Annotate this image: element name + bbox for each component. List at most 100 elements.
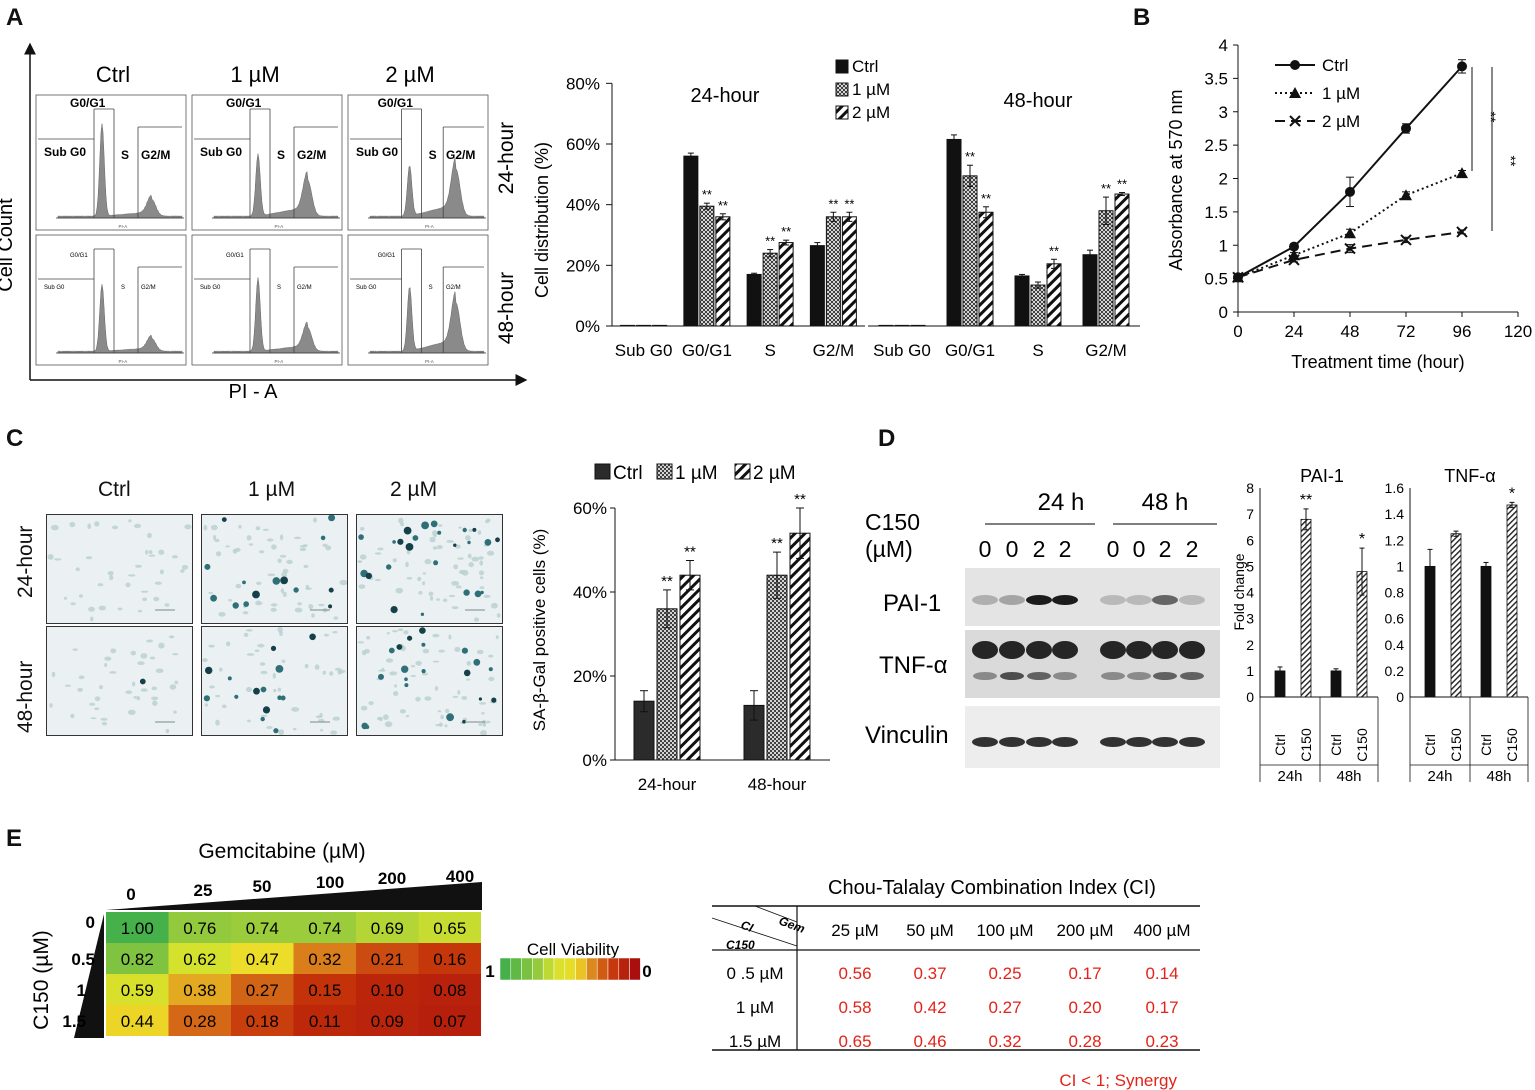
ci-corner-gem: Gem [777,914,807,936]
micro-cell [454,646,461,653]
micro-cell [424,558,432,565]
heatmap-cell-value: 0.27 [246,981,279,1000]
ci-table-value: 0.23 [1145,1032,1178,1051]
micro-cell [140,653,148,659]
blot-time-48h: 48 h [1142,489,1189,516]
blot-band-tnfa-upper [1126,641,1152,659]
chartA-ytick: 20% [566,256,600,275]
chartB-point [1344,227,1356,239]
micro-cell [477,530,482,535]
micro-cell [277,558,282,564]
micro-cell [461,569,469,576]
micro-cell [133,523,142,529]
blot-band-tnfa-upper [1152,641,1178,659]
heatmap-cell [106,912,169,943]
micro-cell [393,691,399,696]
micro-cell [496,613,501,618]
micro-cell [278,729,285,735]
micro-cell [147,532,152,539]
heatmap-legend-swatch [607,957,620,981]
micro-cell [322,543,328,547]
micro-stained-cell [463,589,470,596]
heatmap-cell-value: 0.44 [121,1012,154,1031]
flow-histogram [57,123,183,219]
heatmap-cell [356,1005,419,1036]
heatmap-cell [293,912,356,943]
chartA-bar [894,324,910,327]
micro-cell [384,721,393,728]
micro-cell [374,578,382,582]
chartA-sig-label: ** [718,198,728,213]
micro-cell [215,719,220,726]
blot-protein-pai1: PAI-1 [883,590,941,617]
chartC-legend-label: 1 µM [675,463,718,484]
micro-stained-cell [227,676,232,681]
micro-cell [357,560,363,564]
chartB-point [1456,167,1468,179]
micro-stained-cell [320,535,326,541]
micro-cell [77,687,83,692]
micro-cell [480,730,487,735]
chartD2-ytick: 1.4 [1385,506,1405,522]
micro-image-ctrl-48h [46,626,193,736]
chartA-bar [825,216,841,327]
chartA-bar [1098,210,1114,327]
micro-cell [125,690,133,694]
chartD1-ytick: 7 [1246,506,1254,522]
micro-cell [51,671,56,678]
micro-cell [325,545,332,551]
micro-cell [286,559,293,565]
flow-col-2um: 2 µM [385,62,434,87]
micro-cell [165,729,170,734]
blot-band-tnfa-lower [1180,672,1204,680]
micro-cell [87,523,92,530]
micro-cell [466,678,471,681]
flow-gate-label: S [121,285,125,291]
micro-cell [158,549,165,555]
flow-histogram [369,157,485,219]
micro-stained-cell [462,527,467,533]
micro-cell [282,591,287,597]
micro-stained-cell [210,594,217,602]
micro-cell [228,598,233,602]
micro-cell [391,630,398,633]
chartB-point [1345,186,1355,197]
ci-table-value: 0.17 [1068,964,1101,983]
micro-cell [437,710,442,713]
chartD1-ytick: 4 [1246,585,1254,601]
heatmap-legend-title: Cell Viability [527,940,620,959]
chartD1-ytick: 0 [1246,689,1254,705]
heatmap-legend-swatch [542,957,555,981]
flow-plot-frame [347,94,489,231]
micro-cell [64,684,71,687]
micro-cell [394,684,398,688]
chartA-bar [746,273,762,327]
micro-cell [480,576,484,580]
chartB-xtick: 48 [1341,322,1360,341]
micro-cell [101,721,108,726]
chartB-ytick: 0 [1219,303,1228,322]
blot-band-tnfa-lower [1153,672,1177,680]
chartA-ylabel: Cell distribution (%) [532,142,552,298]
chartB-point [1400,189,1412,201]
micro-cell [458,526,462,529]
chartA-bar [636,324,652,327]
chartD2-bar [1506,504,1518,698]
chartB-legend-label: 2 µM [1322,112,1360,131]
chartB-ytick: 1.5 [1204,203,1228,222]
micro-cell [303,564,309,569]
micro-cell [318,718,325,722]
micro-cell [266,726,273,729]
micro-cell [451,606,459,610]
heatmap-cell-value: 0.11 [309,1012,341,1031]
micro-cell [149,656,156,660]
chartD1-xtick: C150 [1298,728,1314,762]
chartD2-xtick: Ctrl [1422,734,1438,756]
ci-corner-c150: C150 [726,938,755,952]
chartA-xtick: Sub G0 [873,341,931,360]
chartC-legend-swatch [594,463,611,480]
micro-cell [433,534,437,538]
micro-cell [137,661,145,666]
ci-table-value: 0.17 [1145,998,1178,1017]
micro-stained-cell [204,563,211,570]
